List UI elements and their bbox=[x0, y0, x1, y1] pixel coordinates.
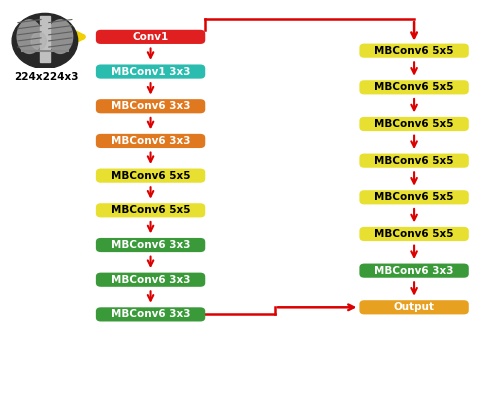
FancyBboxPatch shape bbox=[96, 64, 206, 79]
FancyBboxPatch shape bbox=[96, 203, 206, 218]
Text: MBConv6 3x3: MBConv6 3x3 bbox=[111, 309, 190, 320]
Text: Output: Output bbox=[394, 302, 434, 312]
Text: MBConv6 5x5: MBConv6 5x5 bbox=[374, 119, 454, 129]
Text: MBConv6 5x5: MBConv6 5x5 bbox=[374, 82, 454, 93]
Text: MBConv6 5x5: MBConv6 5x5 bbox=[111, 205, 190, 215]
Text: MBConv6 3x3: MBConv6 3x3 bbox=[111, 101, 190, 111]
FancyBboxPatch shape bbox=[360, 117, 469, 131]
FancyBboxPatch shape bbox=[360, 154, 469, 168]
Text: MBConv6 5x5: MBConv6 5x5 bbox=[374, 156, 454, 166]
Text: Conv1: Conv1 bbox=[132, 32, 168, 42]
Text: MBConv6 3x3: MBConv6 3x3 bbox=[111, 136, 190, 146]
Text: MBConv6 5x5: MBConv6 5x5 bbox=[374, 192, 454, 202]
FancyBboxPatch shape bbox=[96, 134, 206, 148]
FancyBboxPatch shape bbox=[360, 264, 469, 278]
FancyBboxPatch shape bbox=[96, 169, 206, 183]
Text: MBConv6 3x3: MBConv6 3x3 bbox=[374, 266, 454, 276]
FancyBboxPatch shape bbox=[360, 300, 469, 314]
Text: MBConv6 3x3: MBConv6 3x3 bbox=[111, 240, 190, 250]
FancyBboxPatch shape bbox=[96, 99, 206, 114]
FancyBboxPatch shape bbox=[360, 80, 469, 94]
Text: MBConv6 3x3: MBConv6 3x3 bbox=[111, 275, 190, 285]
Text: MBConv6 5x5: MBConv6 5x5 bbox=[374, 229, 454, 239]
FancyBboxPatch shape bbox=[96, 307, 206, 322]
Text: MBConv1 3x3: MBConv1 3x3 bbox=[111, 67, 190, 77]
FancyBboxPatch shape bbox=[360, 227, 469, 241]
FancyBboxPatch shape bbox=[96, 273, 206, 287]
FancyBboxPatch shape bbox=[96, 30, 206, 44]
Text: MBConv6 5x5: MBConv6 5x5 bbox=[111, 171, 190, 181]
Text: MBConv6 5x5: MBConv6 5x5 bbox=[374, 46, 454, 56]
FancyBboxPatch shape bbox=[360, 190, 469, 204]
FancyBboxPatch shape bbox=[96, 238, 206, 252]
Text: 224x224x3: 224x224x3 bbox=[14, 71, 78, 81]
FancyBboxPatch shape bbox=[360, 44, 469, 58]
